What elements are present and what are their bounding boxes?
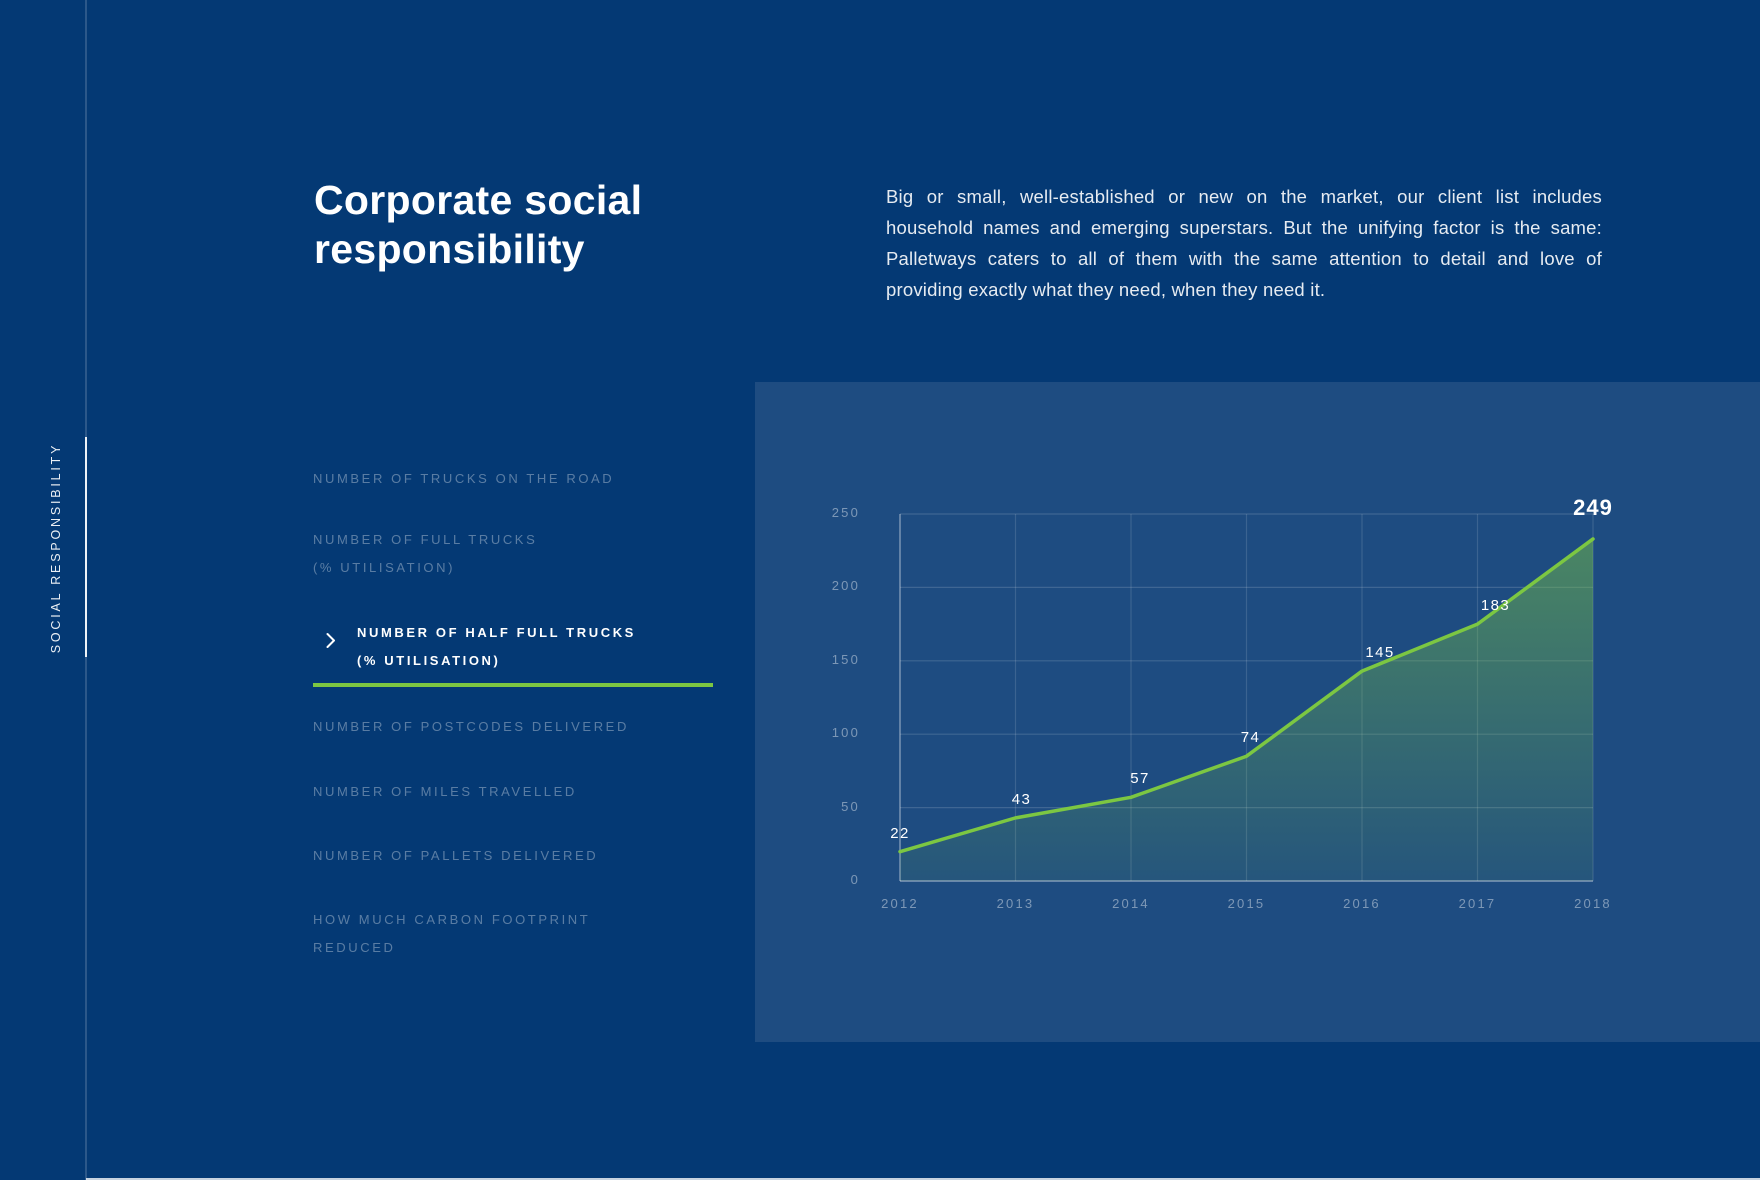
sidebar-menu-item-active[interactable]: NUMBER OF HALF FULL TRUCKS (% UTILISATION… — [326, 619, 636, 675]
data-point-label: 249 — [1573, 494, 1613, 520]
page-title-line1: Corporate social — [314, 177, 643, 223]
x-axis-tick-label: 2017 — [1458, 896, 1497, 911]
sidebar-menu-item[interactable]: NUMBER OF TRUCKS ON THE ROAD — [313, 465, 614, 493]
sidebar-menu-item[interactable]: NUMBER OF FULL TRUCKS (% UTILISATION) — [313, 526, 537, 582]
data-point-label: 22 — [890, 824, 910, 842]
intro-line: providing exactly what they need, when t… — [886, 279, 1326, 300]
menu-item-label-line: NUMBER OF PALLETS DELIVERED — [313, 848, 599, 863]
page-title: Corporate social responsibility — [314, 176, 642, 274]
menu-item-label-line: NUMBER OF MILES TRAVELLED — [313, 784, 577, 799]
sidebar-active-indicator — [85, 437, 87, 657]
page-title-line2: responsibility — [314, 226, 585, 272]
y-axis-tick-label: 100 — [831, 725, 860, 741]
menu-item-label-line: (% UTILISATION) — [313, 560, 456, 575]
x-axis-tick-label: 2016 — [1343, 896, 1381, 911]
sidebar-menu-item[interactable]: NUMBER OF MILES TRAVELLED — [313, 778, 577, 806]
x-axis-tick-label: 2012 — [881, 896, 919, 911]
menu-item-label-line: REDUCED — [313, 940, 396, 955]
menu-item-label-line: NUMBER OF FULL TRUCKS — [313, 532, 538, 547]
intro-line: Big or small, well-established or new on… — [886, 186, 1602, 207]
y-axis-tick-label: 50 — [841, 798, 860, 814]
menu-item-label-line: HOW MUCH CARBON FOOTPRINT — [313, 912, 591, 927]
x-axis-tick-label: 2014 — [1112, 896, 1150, 911]
data-point-label: 43 — [1011, 790, 1032, 808]
x-axis-tick-label: 2018 — [1574, 896, 1612, 911]
intro-line: Palletways caters to all of them with th… — [886, 248, 1602, 269]
active-item-underline — [313, 683, 713, 687]
menu-item-label-line: NUMBER OF HALF FULL TRUCKS — [357, 625, 636, 640]
intro-paragraph: Big or small, well-established or new on… — [886, 181, 1602, 305]
x-axis-tick-label: 2015 — [1227, 896, 1266, 911]
menu-item-label-line: (% UTILISATION) — [357, 653, 501, 668]
chart-panel — [755, 382, 1760, 1042]
intro-line: household names and emerging superstars.… — [886, 217, 1602, 238]
data-point-label: 145 — [1365, 644, 1395, 662]
menu-item-label-line: NUMBER OF TRUCKS ON THE ROAD — [313, 471, 615, 486]
data-point-label: 57 — [1130, 770, 1150, 788]
y-axis-tick-label: 200 — [831, 578, 860, 594]
sidebar-menu-item[interactable]: NUMBER OF PALLETS DELIVERED — [313, 842, 598, 870]
sidebar-menu-item[interactable]: NUMBER OF POSTCODES DELIVERED — [313, 713, 629, 741]
y-axis-tick-label: 0 — [850, 872, 860, 887]
data-point-label: 74 — [1240, 729, 1261, 747]
sidebar-menu-item[interactable]: HOW MUCH CARBON FOOTPRINT REDUCED — [313, 906, 590, 962]
menu-item-label-line: NUMBER OF POSTCODES DELIVERED — [313, 719, 629, 734]
data-point-label: 183 — [1480, 597, 1511, 615]
x-axis-tick-label: 2013 — [996, 896, 1035, 911]
bottom-edge-line — [86, 1178, 1760, 1180]
y-axis-tick-label: 250 — [831, 505, 860, 520]
chevron-right-icon — [326, 633, 335, 648]
y-axis-tick-label: 150 — [831, 651, 860, 667]
sidebar-section-label: SOCIAL RESPONSIBILITY — [49, 442, 63, 654]
